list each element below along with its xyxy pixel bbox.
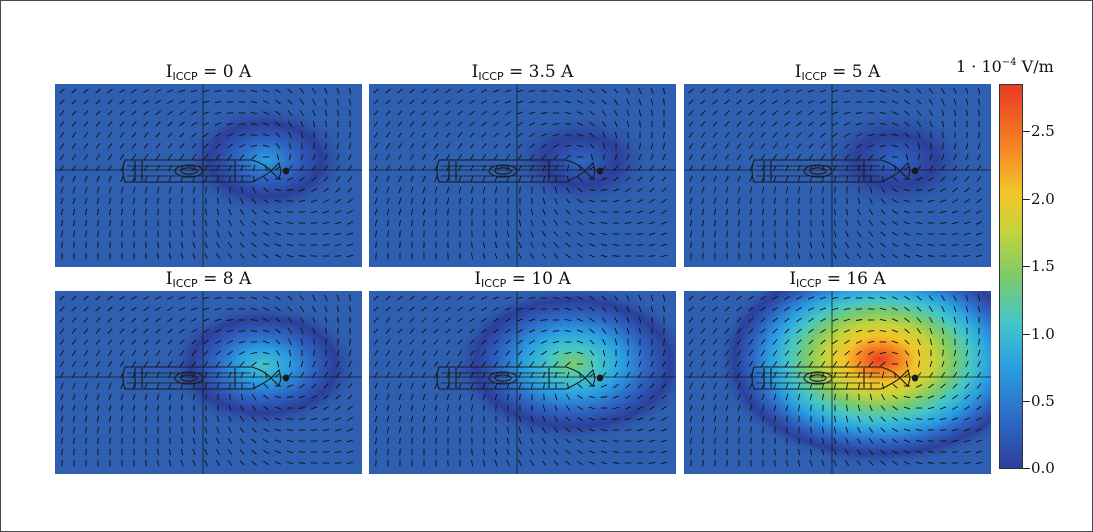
field-arrows <box>688 294 983 467</box>
field-panel <box>55 291 362 474</box>
colorbar-tick-mark <box>1023 468 1030 469</box>
field-heatmap <box>684 291 991 474</box>
field-hotspot <box>715 291 991 466</box>
submarine-outline <box>684 291 991 474</box>
panel-title: IICCP = 10 A <box>474 269 571 290</box>
panel-title: IICCP = 0 A <box>165 62 252 83</box>
field-heatmap <box>55 291 362 474</box>
panel-title: IICCP = 3.5 A <box>471 62 574 83</box>
field-hotspot <box>817 108 975 213</box>
field-arrows <box>59 294 354 467</box>
submarine-outline <box>369 84 676 267</box>
submarine-outline <box>55 84 362 267</box>
field-arrows <box>373 87 668 260</box>
colorbar-tick-label: 0.0 <box>1031 459 1055 477</box>
field-panel <box>55 84 362 267</box>
field-heatmap <box>684 84 991 267</box>
colorbar-tick-label: 1.0 <box>1031 324 1055 343</box>
field-heatmap <box>55 84 362 267</box>
submarine-outline <box>369 291 676 474</box>
field-heatmap <box>369 84 676 267</box>
field-panel <box>684 84 991 267</box>
field-hotspot <box>181 104 350 216</box>
panel-title: IICCP = 8 A <box>165 269 252 290</box>
field-arrows <box>59 87 354 260</box>
colorbar-tick-label: 1.5 <box>1031 257 1055 276</box>
field-heatmap <box>369 291 676 474</box>
colorbar-tick-mark <box>1023 198 1030 200</box>
field-panel <box>369 84 676 267</box>
panel-title: IICCP = 16 A <box>789 269 886 290</box>
field-panel <box>684 291 991 474</box>
colorbar-tick-mark <box>1023 333 1030 335</box>
colorbar-tick-label: 2.0 <box>1031 189 1055 208</box>
colorbar-tick-label: 2.5 <box>1031 122 1055 141</box>
colorbar-tick-mark <box>1023 401 1030 403</box>
panel-title: IICCP = 5 A <box>794 62 881 83</box>
colorbar-unit: 1 · 10−4 V/m <box>956 57 1054 76</box>
field-panel <box>369 291 676 474</box>
colorbar-tick-mark <box>1023 266 1030 268</box>
field-hotspot <box>166 302 360 429</box>
field-arrows <box>688 87 983 260</box>
field-arrows <box>373 294 668 467</box>
submarine-outline <box>684 84 991 267</box>
colorbar-tick-mark <box>1023 131 1030 133</box>
submarine-outline <box>55 291 362 474</box>
field-hotspot <box>506 111 656 210</box>
colorbar <box>999 84 1023 469</box>
colorbar-tick-label: 0.5 <box>1031 392 1055 411</box>
